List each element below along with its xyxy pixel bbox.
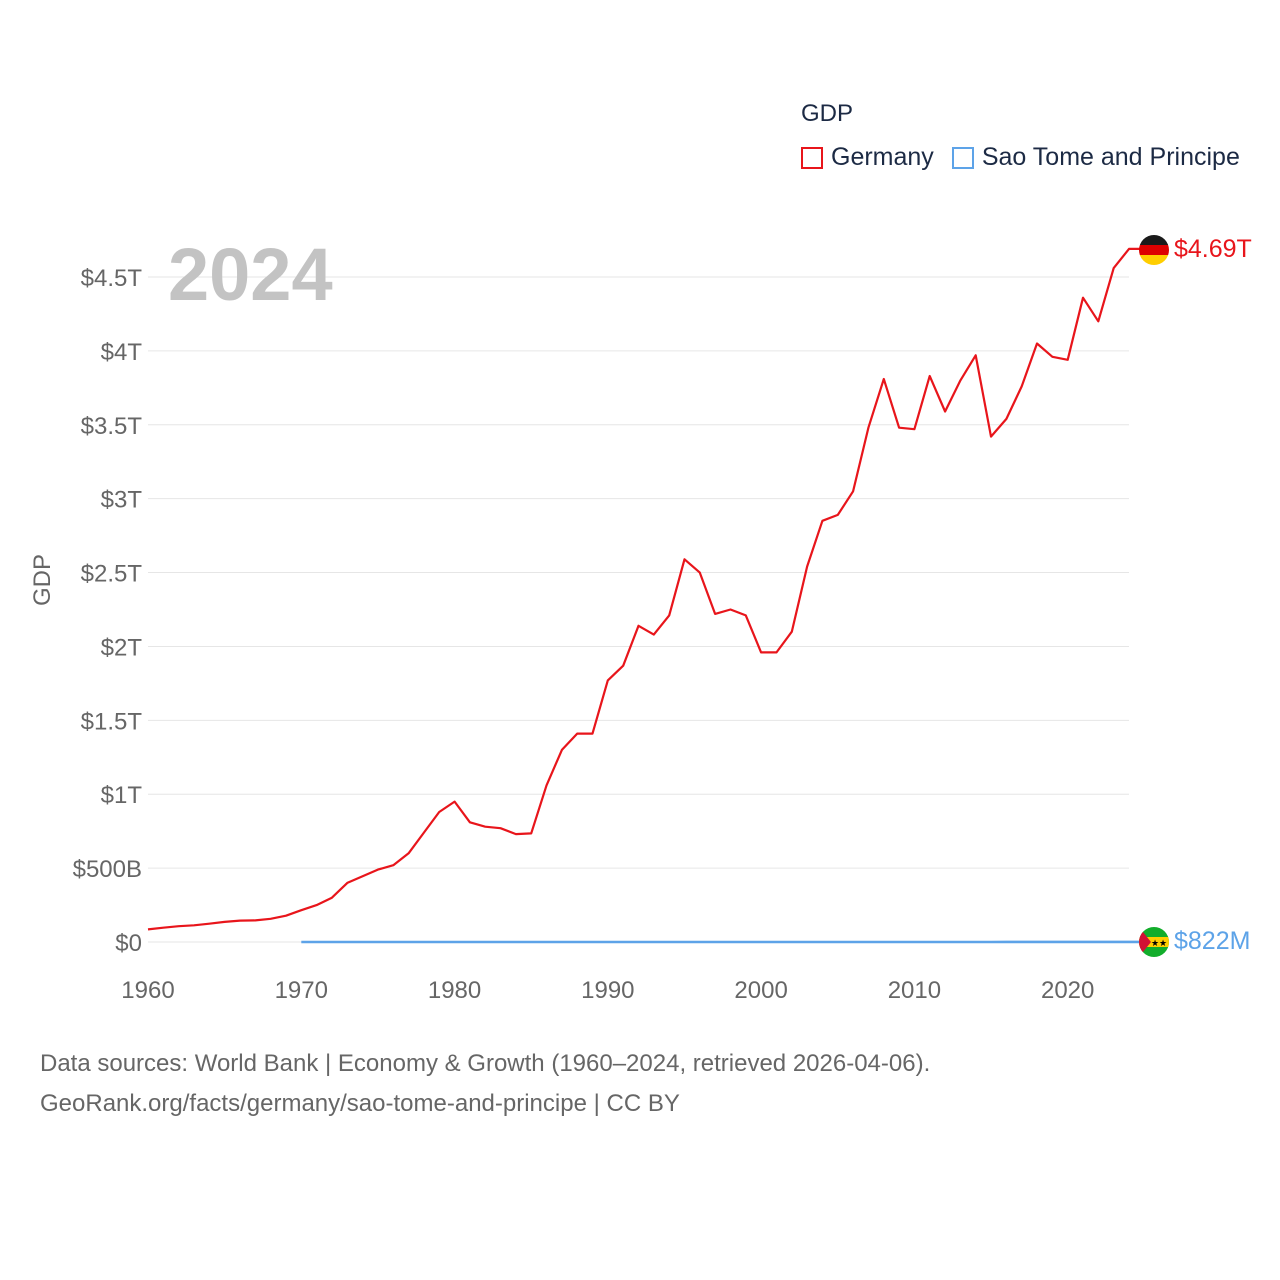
y-tick-label: $1.5T <box>81 708 143 735</box>
x-tick-label: 1990 <box>581 977 634 1004</box>
legend-label-germany: Germany <box>831 143 934 171</box>
x-tick-label: 2010 <box>888 977 941 1004</box>
sao-tome-end-label: $822M <box>1174 927 1250 955</box>
legend-title: GDP <box>801 100 854 127</box>
y-tick-label: $1T <box>101 782 143 809</box>
data-source-line: Data sources: World Bank | Economy & Gro… <box>40 1050 931 1077</box>
x-tick-label: 2020 <box>1041 977 1094 1004</box>
grid-lines <box>148 276 1129 943</box>
y-tick-label: $2.5T <box>81 561 143 588</box>
sao-tome-flag-icon: ★★ <box>1139 927 1169 957</box>
germany-flag-icon <box>1139 235 1169 265</box>
legend: Germany Sao Tome and Principe <box>801 143 1258 172</box>
x-tick-label: 1970 <box>275 977 328 1004</box>
y-tick-label: $3.5T <box>81 413 143 440</box>
germany-end-label: $4.69T <box>1174 235 1252 263</box>
legend-item-germany[interactable]: Germany <box>801 143 934 172</box>
legend-item-sao-tome[interactable]: Sao Tome and Principe <box>951 143 1240 172</box>
y-tick-label: $0 <box>115 930 142 957</box>
y-axis-title: GDP <box>29 554 56 606</box>
source-url-line: GeoRank.org/facts/germany/sao-tome-and-p… <box>40 1090 680 1117</box>
y-tick-label: $2T <box>101 634 143 661</box>
legend-label-sao-tome: Sao Tome and Principe <box>981 143 1240 171</box>
x-tick-label: 1980 <box>428 977 481 1004</box>
sao-tome-swatch-icon <box>951 146 974 169</box>
y-axis-ticks: $0 $500B $1T $1.5T $2T $2.5T $3T $3.5T $4T $4.5T <box>73 265 143 957</box>
year-label: 2024 <box>168 233 333 316</box>
x-tick-label: 1960 <box>121 977 174 1004</box>
y-tick-label: $3T <box>101 487 143 514</box>
y-tick-label: $4.5T <box>81 265 143 292</box>
series-line-germany <box>147 247 1140 931</box>
footer: Data sources: World Bank | Economy & Gro… <box>40 1044 930 1124</box>
series-lines <box>147 247 1140 944</box>
x-axis-ticks: 1960 1970 1980 1990 2000 2010 2020 <box>121 977 1094 1004</box>
svg-text:★★: ★★ <box>1151 938 1167 948</box>
end-markers: ★★ $4.69T $822M <box>1139 235 1252 957</box>
y-tick-label: $4T <box>101 339 143 366</box>
germany-swatch-icon <box>801 146 823 169</box>
y-tick-label: $500B <box>73 856 142 883</box>
x-tick-label: 2000 <box>734 977 787 1004</box>
